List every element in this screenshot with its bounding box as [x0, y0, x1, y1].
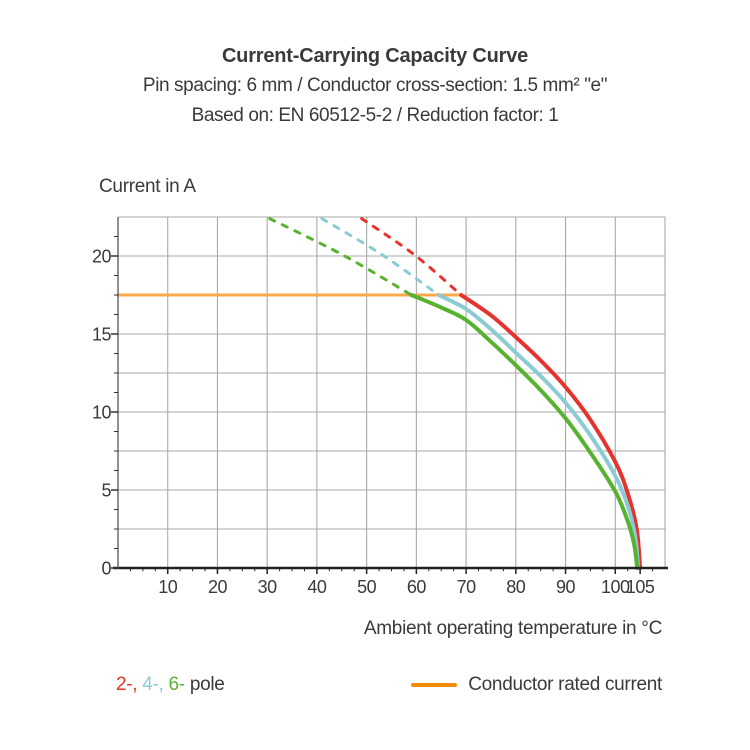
svg-text:80: 80 [506, 577, 526, 597]
legend-4-pole-label: 4-, [142, 674, 164, 695]
rated-current-label: Conductor rated current [468, 674, 662, 695]
chart-subtitle-spec: Pin spacing: 6 mm / Conductor cross-sect… [142, 75, 608, 96]
svg-text:70: 70 [457, 577, 477, 597]
svg-text:10: 10 [158, 577, 178, 597]
chart-header: Current-Carrying Capacity Curve Pin spac… [0, 41, 750, 131]
legend-pole-suffix: pole [189, 674, 225, 695]
chart-subtitle-basis: Based on: EN 60512-5-2 / Reduction facto… [191, 105, 559, 126]
svg-text:30: 30 [258, 577, 278, 597]
svg-text:20: 20 [208, 577, 228, 597]
rated-current-swatch-line [411, 683, 458, 687]
svg-text:90: 90 [556, 577, 576, 597]
svg-text:50: 50 [357, 577, 377, 597]
legend-poles: 2-, 4-, 6- pole [116, 674, 225, 696]
svg-text:5: 5 [101, 481, 111, 501]
legend-2-pole-label: 2-, [116, 674, 138, 695]
svg-text:105: 105 [626, 577, 655, 597]
svg-text:40: 40 [307, 577, 327, 597]
svg-text:0: 0 [101, 559, 111, 579]
legend-6-pole-label: 6- [168, 674, 186, 695]
svg-text:100: 100 [601, 577, 630, 597]
svg-text:15: 15 [92, 325, 112, 345]
legend-rated-current: Conductor rated current [411, 674, 662, 696]
svg-text:10: 10 [92, 403, 112, 423]
x-axis-title: Ambient operating temperature in °C [363, 618, 662, 639]
y-axis-title: Current in A [99, 176, 196, 197]
svg-text:20: 20 [92, 247, 112, 267]
svg-text:60: 60 [407, 577, 427, 597]
chart-title: Current-Carrying Capacity Curve [221, 45, 529, 67]
